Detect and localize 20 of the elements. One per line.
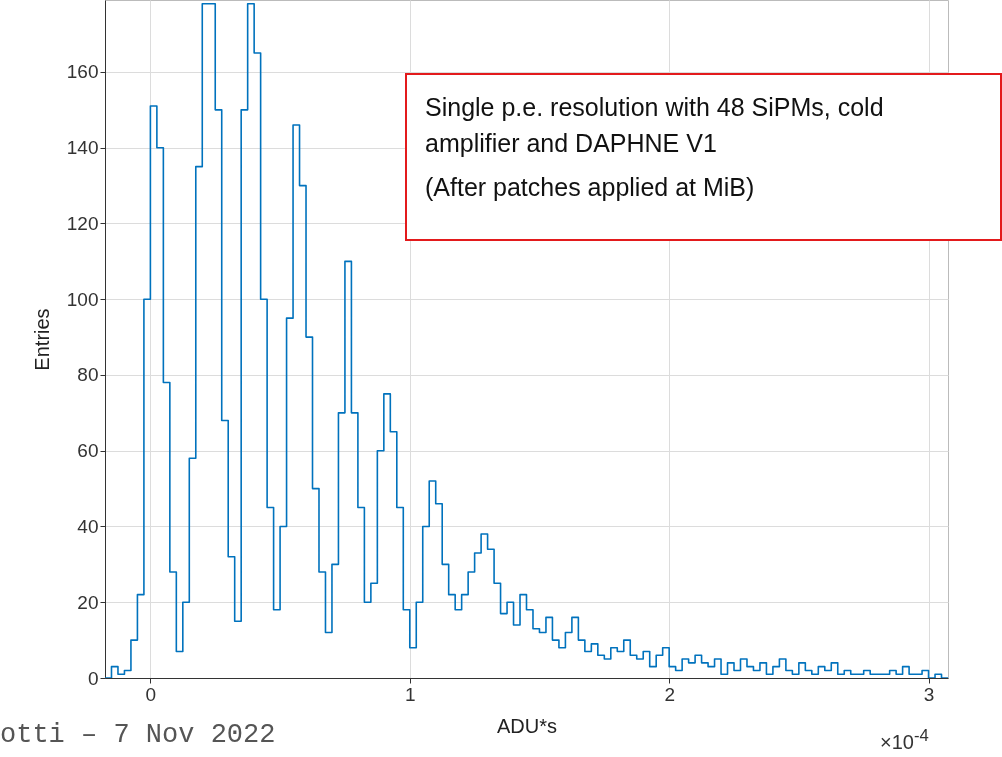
y-tick-label: 100 [66, 288, 99, 310]
y-tick-label: 80 [77, 364, 99, 386]
y-axis-title: Entries [30, 308, 53, 371]
annotation: Single p.e. resolution with 48 SiPMs, cold amplifier and DAPHNE V1 [425, 92, 885, 159]
annotation: (After patches applied at MiB) [425, 172, 756, 203]
y-tick-label: 140 [66, 137, 99, 159]
x-tick-label: 1 [404, 683, 416, 705]
y-tick-label: 160 [66, 61, 99, 83]
x-tick-label: 0 [145, 683, 157, 705]
text: ×10$^{-4}$ [880, 726, 929, 754]
y-tick-label: 120 [66, 212, 99, 234]
text: otti – 7 Nov 2022 [0, 720, 276, 750]
x-axis-title: ADU*s [496, 714, 558, 737]
y-tick-label: 40 [77, 515, 99, 537]
y-tick-label: 20 [77, 591, 99, 613]
x-tick-label: 3 [923, 683, 935, 705]
y-tick-label: 60 [77, 440, 99, 462]
text-box: Single p.e. resolution with 48 SiPMs, cold amplifier and DAPHNE V1 (After patches applied at MiB) [405, 73, 1002, 241]
x-tick-label: 2 [664, 683, 675, 705]
y-tick-label: 0 [87, 667, 99, 689]
